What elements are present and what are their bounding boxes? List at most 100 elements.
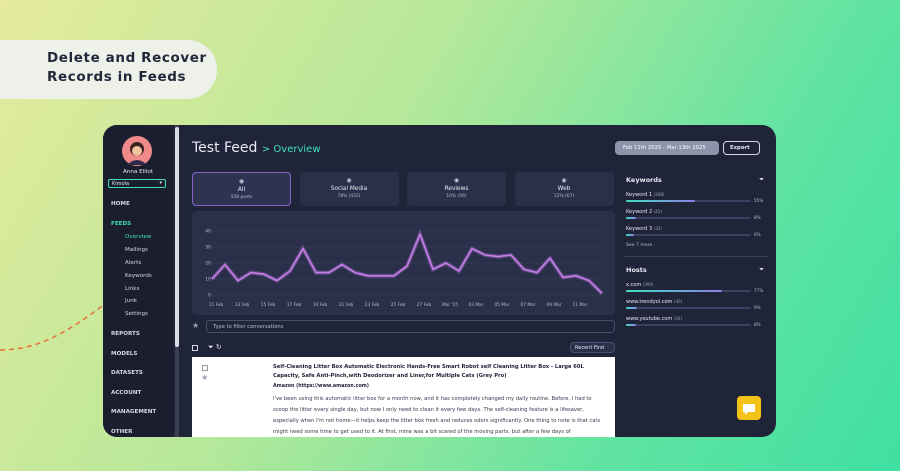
section-title: Hosts <box>626 266 647 274</box>
section-title: Keywords <box>626 176 662 184</box>
list-label[interactable]: x.com (390) <box>626 282 654 288</box>
menu-item[interactable]: FEEDS <box>111 221 132 227</box>
menu-item[interactable]: Keywords <box>125 273 152 279</box>
item-label: x.com <box>626 282 642 288</box>
menu-item[interactable]: Alerts <box>125 260 142 266</box>
menu-item[interactable]: DATASETS <box>111 370 143 376</box>
x-tick-label: Mar '25 <box>442 302 458 308</box>
x-tick-label: 03 Mar <box>469 302 484 308</box>
post-card: ★ Self-Cleaning Litter Box Automatic Ele… <box>192 357 615 437</box>
post-star[interactable]: ★ <box>201 373 209 382</box>
post-checkbox[interactable] <box>202 365 208 371</box>
list-label[interactable]: www.youtube.com (40) <box>626 316 682 322</box>
menu-item[interactable]: Junk <box>125 298 137 304</box>
export: Export <box>730 145 750 151</box>
sort-button[interactable]: Recent First <box>570 342 615 353</box>
x-tick-label: 19 Feb <box>313 302 328 308</box>
share-label: 9% <box>754 305 761 310</box>
chat-icon <box>743 404 755 415</box>
x-tick-label: 09 Mar <box>547 302 562 308</box>
tab-icon: ◉ <box>561 177 567 184</box>
section-icons[interactable]: ⏷ <box>759 176 764 183</box>
menu-item[interactable]: HOME <box>111 201 130 207</box>
bar <box>626 217 636 219</box>
y-tick-label: 20 <box>205 261 211 267</box>
title: Test Feed <box>192 140 258 156</box>
data-line <box>211 233 603 294</box>
export-button[interactable]: Export <box>723 141 760 155</box>
tab-label: Reviews <box>444 186 469 192</box>
share-label: 6% <box>754 232 761 237</box>
banner: Delete and Recover Records in Feeds <box>0 40 217 99</box>
list-label[interactable]: Keyword 3 (32) <box>626 226 662 232</box>
menu-item[interactable]: ACCOUNT <box>111 390 142 396</box>
list-label[interactable]: Keyword 2 (42) <box>626 209 662 215</box>
post-title: Self-Cleaning Litter Box Automatic Elect… <box>273 364 584 379</box>
caret: ▾ <box>159 180 162 186</box>
item-count: (40) <box>673 316 683 321</box>
tab-detail: 78% (435) <box>337 194 361 199</box>
item-count: (46) <box>674 299 683 304</box>
line-glow <box>210 228 604 295</box>
feed-title: Test Feed > Overview <box>192 140 321 156</box>
item-count: (32) <box>653 226 662 231</box>
bar <box>626 200 695 202</box>
chat-button[interactable] <box>737 396 761 420</box>
banner-line: Delete and Recover <box>47 50 207 66</box>
list-label[interactable]: www.trendyol.com (46) <box>626 299 682 305</box>
x-tick-label: 23 Feb <box>365 302 380 308</box>
sidebar: Anna Elliot Kimola ▾ HOME FEEDS Overview Ma… <box>103 125 173 437</box>
chart: 0 10 20 30 40 11 Feb 13 Feb 15 Feb 17 Feb 19 Feb 2… <box>205 228 604 308</box>
item-count: (288) <box>653 192 665 197</box>
x-tick-label: 07 Mar <box>521 302 536 308</box>
tab-icon: ◉ <box>238 178 245 185</box>
filter-input[interactable]: Type to filter conversations <box>206 320 615 333</box>
post-body: I've been using this automatic litter bo… <box>273 396 601 435</box>
menu-item[interactable]: REPORTS <box>111 331 140 337</box>
date-range-button[interactable]: Feb 11th 2025 - Mar 13th 2025 <box>615 141 719 155</box>
tab-detail: 10% (56) <box>446 194 467 199</box>
item-label: www.youtube.com <box>626 316 673 322</box>
workspace-select[interactable]: Kimola ▾ <box>108 179 166 188</box>
menu-item[interactable]: Links <box>125 286 140 292</box>
right-panel: Keywords ⏷ Keyword 1 (288) 55% Keyword 2 (42… <box>623 173 769 333</box>
banner-line: Records in Feeds <box>47 69 187 85</box>
feed-tab[interactable]: ◉ Social Media 78% (435) <box>299 172 399 206</box>
bar <box>626 324 636 326</box>
section-icons[interactable]: ⏷ <box>759 266 764 273</box>
sort: Recent First <box>575 345 605 351</box>
tab-icon: ◉ <box>346 177 352 184</box>
menu-item[interactable]: OTHER <box>111 429 133 435</box>
x-tick-label: 17 Feb <box>287 302 302 308</box>
toolbar-icons[interactable]: ⏷ ↻ <box>208 343 222 351</box>
x-tick-label: 15 Feb <box>261 302 276 308</box>
workspace: Kimola <box>112 181 130 187</box>
x-tick-label: 25 Feb <box>391 302 406 308</box>
share-label: 8% <box>754 215 761 220</box>
item-count: (390) <box>642 282 654 287</box>
menu-item[interactable]: MANAGEMENT <box>111 409 157 415</box>
item-count: (42) <box>653 209 662 214</box>
menu-item[interactable]: MODELS <box>111 351 138 357</box>
menu-item[interactable]: Settings <box>125 311 148 317</box>
tab-detail: 558 posts <box>230 195 253 200</box>
x-tick-label: 27 Feb <box>417 302 432 308</box>
share-label: 77% <box>754 288 764 293</box>
item-label: Keyword 2 <box>626 209 653 215</box>
feed-tab[interactable]: ◉ Reviews 10% (56) <box>407 172 506 206</box>
x-tick-label: 11 Mar <box>573 302 588 308</box>
tab-label: Web <box>557 186 571 192</box>
tab-label: Social Media <box>330 186 368 192</box>
menu-item[interactable]: Overview <box>125 234 152 240</box>
list-label[interactable]: Keyword 1 (288) <box>626 192 665 198</box>
feed-tab[interactable]: ◉ All 558 posts <box>192 172 291 206</box>
star-icon[interactable]: ★ <box>192 321 200 330</box>
see-more[interactable]: See 7 more <box>626 243 653 248</box>
menu-item[interactable]: Mailings <box>125 247 148 253</box>
feed-tab[interactable]: ◉ Web 12% (67) <box>514 172 614 206</box>
share-label: 8% <box>754 322 761 327</box>
scrollbar <box>175 125 179 437</box>
select-all-checkbox[interactable] <box>192 345 198 351</box>
chart-panel: 0 10 20 30 40 11 Feb 13 Feb 15 Feb 17 Feb 19 Feb 2… <box>192 211 615 315</box>
